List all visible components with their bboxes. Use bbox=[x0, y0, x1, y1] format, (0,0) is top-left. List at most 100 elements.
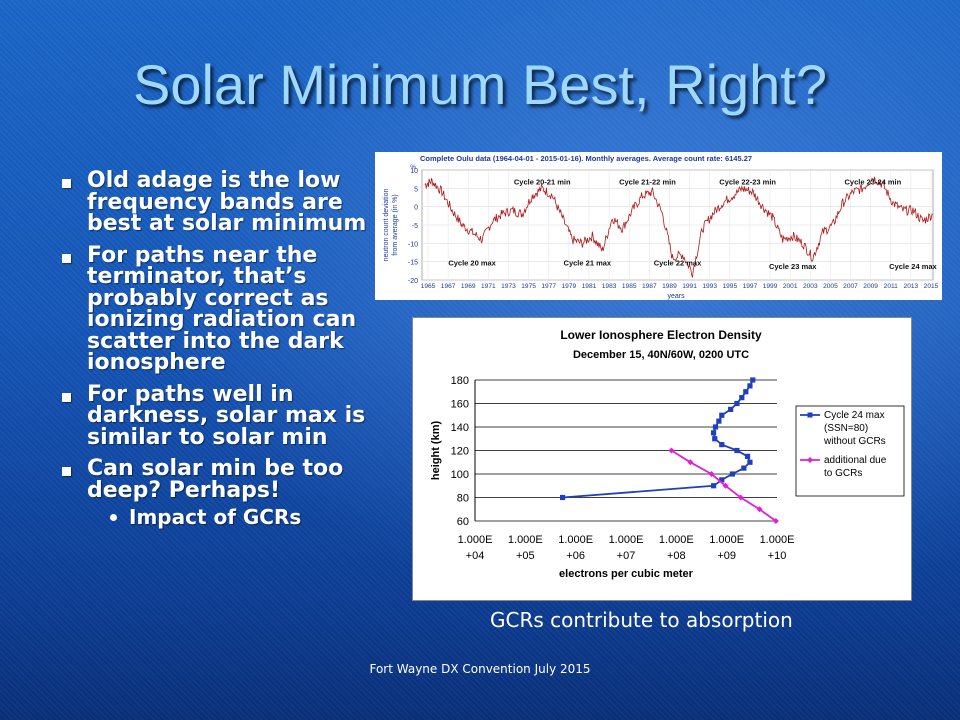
x-tick-label: 1.000E bbox=[508, 534, 543, 546]
square-bullet-icon bbox=[62, 253, 71, 263]
bullet-item: For paths near the terminator, that’s pr… bbox=[58, 242, 378, 375]
density-chart-svg: Lower Ionosphere Electron Density Decembe… bbox=[430, 328, 905, 580]
data-point bbox=[710, 483, 717, 489]
data-point bbox=[747, 459, 753, 465]
x-tick-label: 2013 bbox=[904, 283, 919, 290]
series-line bbox=[424, 176, 933, 278]
x-tick-label: 1987 bbox=[642, 283, 657, 290]
square-bullet-icon bbox=[62, 392, 71, 402]
electron-density-chart: Lower Ionosphere Electron Density Decembe… bbox=[412, 317, 912, 601]
x-tick-label: +05 bbox=[516, 550, 535, 562]
data-point bbox=[712, 424, 719, 430]
chart-title: Complete Oulu data (1964-04-01 - 2015-01… bbox=[420, 154, 752, 163]
y-tick-label: 80 bbox=[457, 493, 469, 505]
data-point bbox=[719, 477, 725, 483]
x-tick-label: 1985 bbox=[622, 283, 637, 290]
data-point bbox=[712, 436, 718, 442]
sub-bullet-text: Impact of GCRs bbox=[129, 505, 302, 529]
y-axis-label: height (km) bbox=[430, 421, 442, 481]
bullet-list: Old adage is the low frequency bands are… bbox=[58, 170, 378, 529]
data-point bbox=[729, 471, 736, 477]
sub-bullet-item: Impact of GCRs bbox=[110, 505, 378, 529]
y-tick-label: -20 bbox=[408, 278, 418, 285]
legend-label: Cycle 24 max bbox=[824, 410, 885, 421]
x-tick-label: 1997 bbox=[743, 283, 758, 290]
data-point bbox=[734, 400, 740, 407]
x-tick-label: 2015 bbox=[924, 283, 939, 290]
x-tick-label: +07 bbox=[617, 550, 636, 562]
legend-marker bbox=[807, 412, 813, 418]
x-tick-label: 1971 bbox=[481, 283, 496, 290]
x-tick-label: 2003 bbox=[803, 283, 818, 290]
legend-label: to GCRs bbox=[824, 468, 862, 479]
x-tick-label: 2011 bbox=[884, 283, 899, 290]
legend-label: additional due bbox=[824, 455, 887, 466]
y-tick-label: 120 bbox=[451, 446, 469, 458]
cycle-annotation: Cycle 23-24 min bbox=[845, 178, 902, 187]
cycle-annotation: Cycle 21 max bbox=[564, 258, 612, 267]
data-point bbox=[687, 459, 694, 466]
x-tick-label: 2001 bbox=[783, 283, 798, 290]
cycle-annotation: Cycle 20 max bbox=[448, 258, 496, 267]
x-tick-label: 1993 bbox=[702, 283, 717, 290]
x-tick-label: 1.000E bbox=[609, 534, 644, 546]
cycle-annotation: Cycle 23 max bbox=[769, 262, 817, 271]
cycle-annotation: Cycle 20-21 min bbox=[514, 178, 571, 187]
y-tick-label: -10 bbox=[408, 241, 418, 248]
bullet-item: Old adage is the low frequency bands are… bbox=[58, 170, 378, 235]
data-point bbox=[772, 518, 779, 524]
legend-label: (SSN=80) bbox=[824, 423, 868, 434]
data-point bbox=[750, 377, 756, 383]
chart-subtitle: December 15, 40N/60W, 0200 UTC bbox=[573, 349, 749, 361]
data-point bbox=[744, 453, 751, 459]
data-point bbox=[716, 418, 722, 424]
x-tick-label: 1973 bbox=[501, 283, 516, 290]
x-tick-label: 1.000E bbox=[709, 534, 744, 546]
y-tick-label: 60 bbox=[457, 516, 469, 528]
data-point bbox=[722, 482, 729, 489]
y-axis-label: from average (in %) bbox=[392, 194, 399, 255]
square-bullet-icon bbox=[62, 179, 71, 188]
x-tick-label: +04 bbox=[466, 550, 485, 562]
x-tick-label: 1981 bbox=[582, 283, 597, 290]
x-tick-label: 1967 bbox=[441, 283, 456, 290]
data-point bbox=[719, 412, 725, 418]
data-point bbox=[668, 447, 675, 454]
x-tick-label: 2007 bbox=[843, 283, 858, 290]
x-tick-label: 1.000E bbox=[659, 534, 694, 546]
x-tick-label: 1979 bbox=[562, 283, 577, 290]
bullet-item: Can solar min be too deep? Perhaps! bbox=[58, 458, 378, 501]
cycle-annotation: Cycle 22 max bbox=[654, 258, 702, 267]
y-tick-label: 140 bbox=[451, 422, 469, 434]
y-tick-label: 180 bbox=[451, 375, 469, 387]
y-tick-label: -15 bbox=[408, 260, 418, 267]
slide-footer: Fort Wayne DX Convention July 2015 bbox=[369, 662, 591, 676]
data-point bbox=[710, 430, 717, 436]
x-tick-label: 1965 bbox=[421, 283, 436, 290]
data-point bbox=[559, 494, 566, 501]
data-point bbox=[739, 395, 745, 401]
data-point bbox=[708, 471, 715, 477]
x-tick-label: 1983 bbox=[602, 283, 617, 290]
x-axis-label: electrons per cubic meter bbox=[559, 568, 694, 580]
bullet-text: For paths near the terminator, that’s pr… bbox=[87, 242, 357, 375]
y-axis-label: neutron count deviation bbox=[383, 189, 390, 262]
data-point bbox=[719, 442, 725, 448]
data-point bbox=[737, 494, 744, 501]
oulu-neutron-chart: Complete Oulu data (1964-04-01 - 2015-01… bbox=[375, 152, 942, 300]
y-tick-label: -5 bbox=[412, 223, 418, 230]
data-point bbox=[741, 465, 747, 471]
legend-box bbox=[795, 405, 905, 497]
x-tick-label: 1995 bbox=[722, 283, 737, 290]
x-tick-label: 2009 bbox=[863, 283, 878, 290]
oulu-chart-svg: Complete Oulu data (1964-04-01 - 2015-01… bbox=[383, 154, 939, 300]
square-bullet-icon bbox=[62, 467, 71, 476]
x-tick-label: 1.000E bbox=[458, 534, 493, 546]
x-tick-label: +08 bbox=[667, 550, 686, 562]
legend-label: without GCRs bbox=[823, 436, 886, 447]
slide-title: Solar Minimum Best, Right? bbox=[132, 53, 827, 116]
legend-marker bbox=[807, 457, 813, 463]
y-tick-label: 160 bbox=[451, 399, 469, 411]
x-tick-label: +10 bbox=[768, 550, 787, 562]
x-tick-label: +09 bbox=[717, 550, 736, 562]
